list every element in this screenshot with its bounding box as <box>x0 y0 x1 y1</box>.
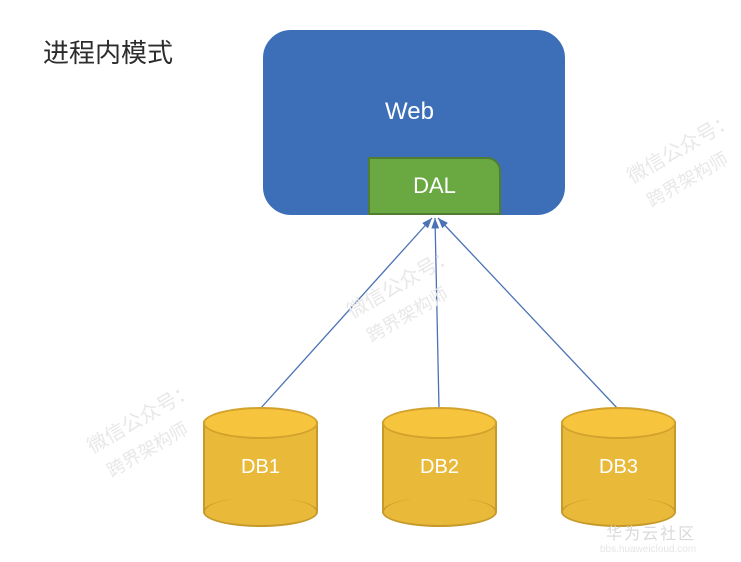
edge-line <box>438 218 618 409</box>
watermark-text: 跨界架构师 <box>102 415 193 483</box>
dal-label: DAL <box>413 173 456 199</box>
footer-line1: 华为云社区 <box>600 520 696 544</box>
edge-line <box>260 218 432 409</box>
footer-line2: bbs.huaweicloud.com <box>600 544 696 555</box>
database-label: DB3 <box>561 456 676 479</box>
database-label: DB2 <box>382 456 497 479</box>
watermark-text: 微信公众号： <box>341 239 459 324</box>
database-cylinder: DB1 <box>203 407 318 525</box>
web-label: Web <box>385 98 434 126</box>
database-cylinder: DB2 <box>382 407 497 525</box>
diagram-title: 进程内模式 <box>43 33 173 70</box>
watermark-text: 跨界架构师 <box>642 145 733 213</box>
database-cylinder: DB3 <box>561 407 676 525</box>
watermark-text: 微信公众号： <box>81 374 199 459</box>
watermark-text: 跨界架构师 <box>362 280 453 348</box>
footer-watermark: 华为云社区 bbs.huaweicloud.com <box>600 520 696 555</box>
watermark-text: 微信公众号： <box>621 104 739 189</box>
diagram-canvas: 进程内模式 Web DAL DB1DB2DB3 微信公众号：跨界架构师微信公众号… <box>0 0 741 562</box>
edge-line <box>435 218 439 409</box>
dal-box: DAL <box>368 157 501 215</box>
database-label: DB1 <box>203 456 318 479</box>
